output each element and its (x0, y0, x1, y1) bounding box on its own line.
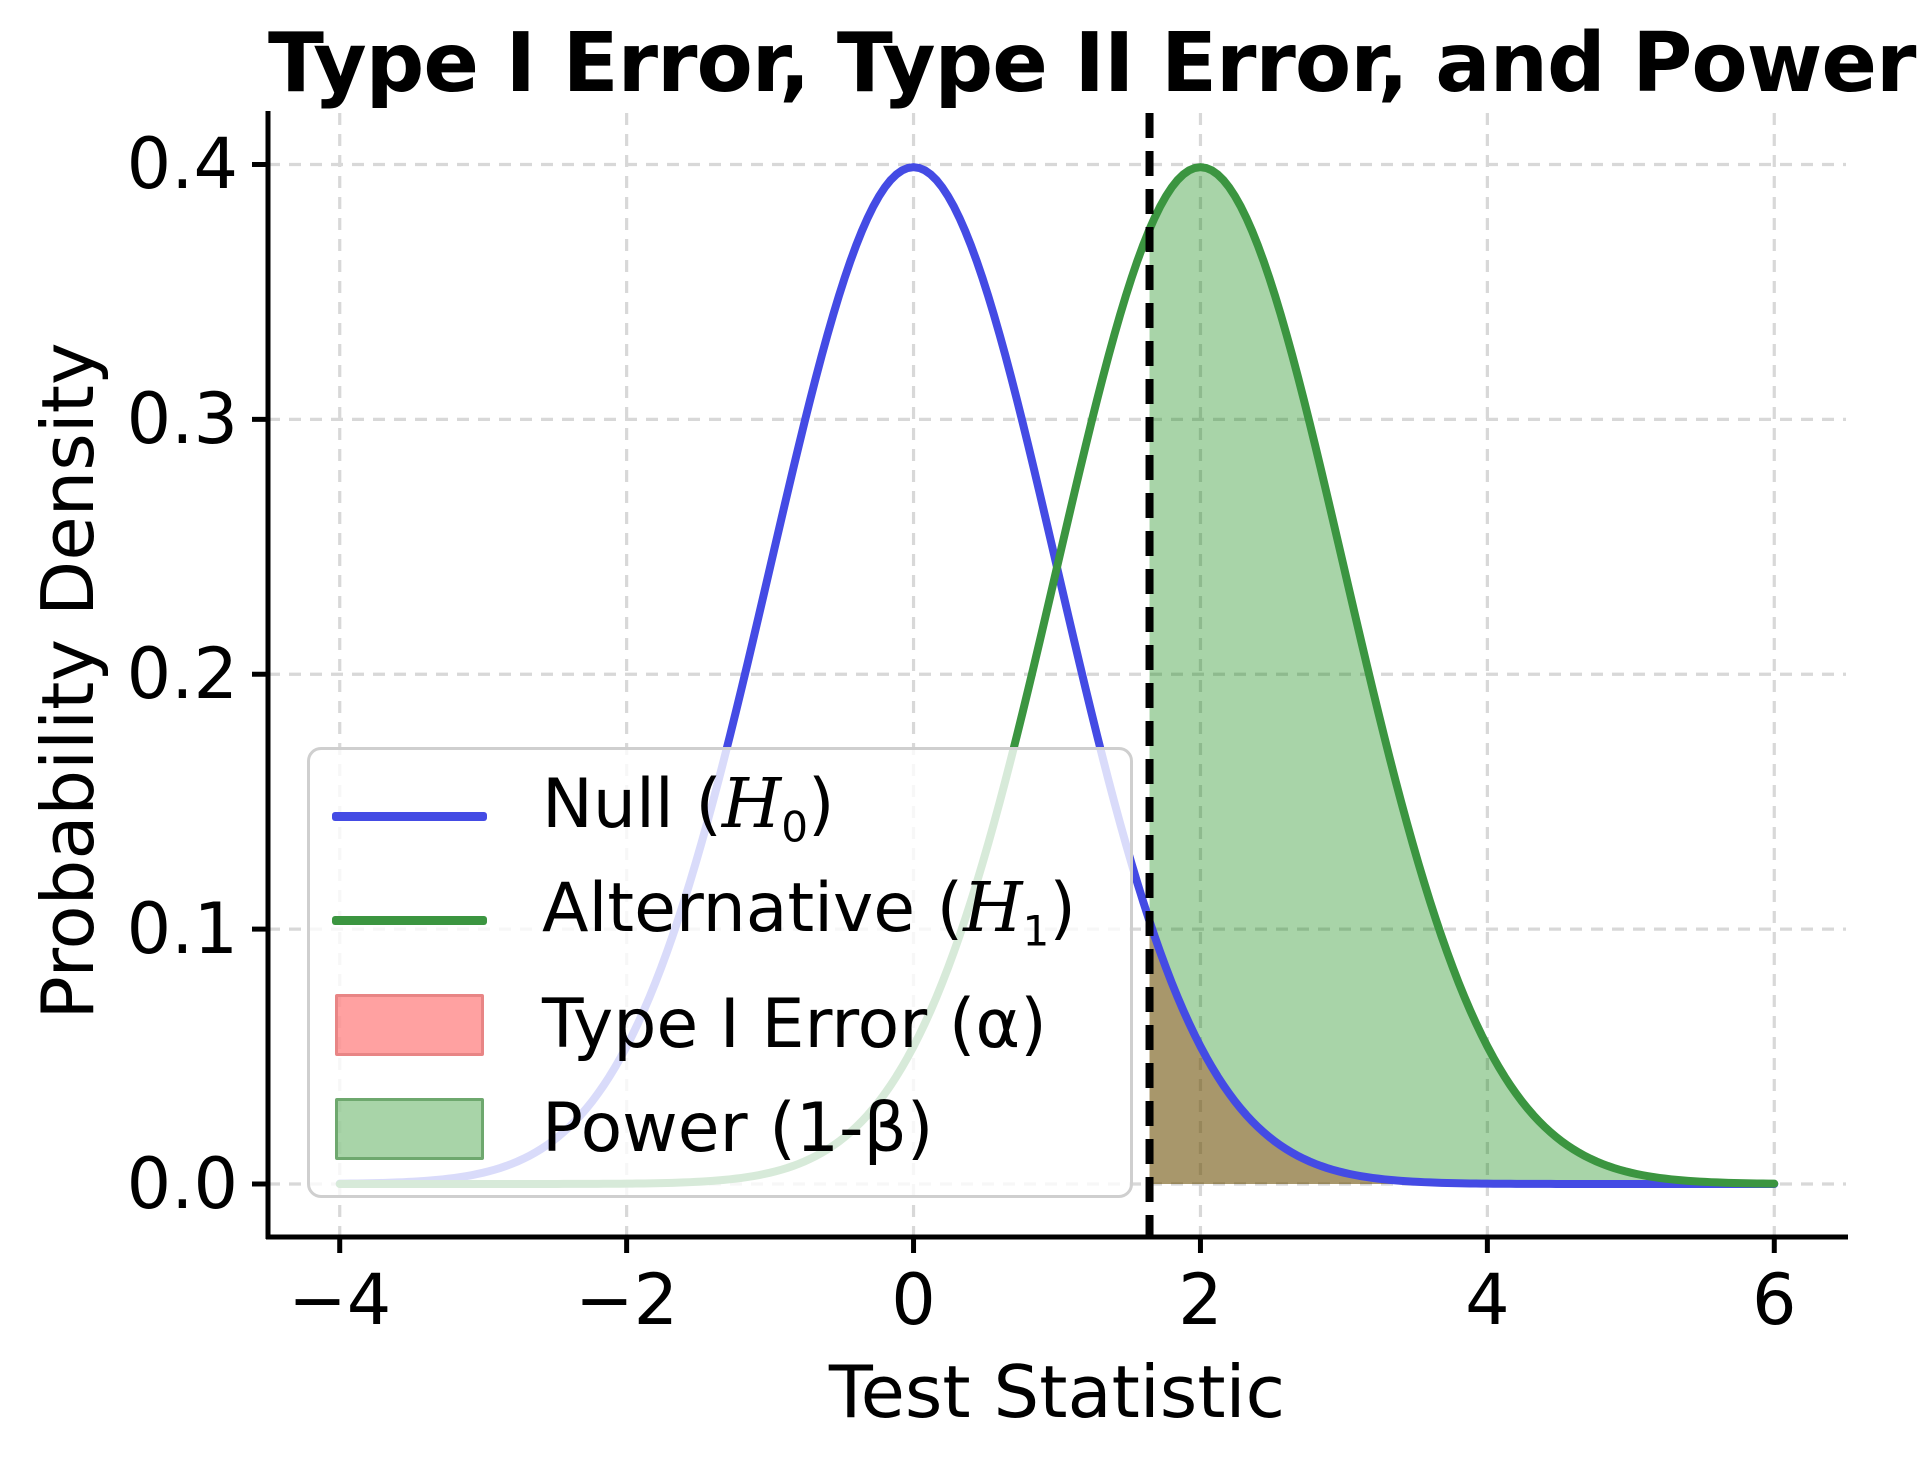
y-tick-label: 0.2 (126, 633, 238, 716)
y-tick-label: 0.1 (126, 888, 238, 971)
x-tick-label: 4 (1465, 1259, 1510, 1341)
x-tick-label: 0 (891, 1259, 936, 1341)
x-tick-label: 2 (1178, 1259, 1223, 1341)
legend-handle (332, 812, 487, 821)
type1-error-region (1149, 921, 1775, 1184)
legend-alternative-line (332, 916, 487, 925)
legend-handle (332, 916, 487, 925)
legend-item-label: Alternative (H1) (542, 869, 1076, 956)
legend-item: Alternative (H1) (332, 869, 1112, 973)
x-axis-label: Test Statistic (828, 1350, 1286, 1434)
chart-title: Type I Error, Type II Error, and Power (268, 16, 1916, 111)
x-tick-label: 6 (1751, 1259, 1797, 1341)
legend: Null (H0) Alternative (H1) Type I Error (α… (307, 747, 1133, 1198)
legend-null-line (332, 812, 487, 821)
y-tick-label: 0.4 (126, 123, 238, 206)
legend-item-label: Power (1-β) (542, 1088, 934, 1168)
y-axis-label: Probability Density (26, 342, 110, 1020)
legend-power-swatch (335, 1097, 484, 1160)
legend-item: Power (1-β) (332, 1077, 1112, 1181)
y-tick-label: 0.0 (126, 1142, 238, 1225)
legend-handle (332, 993, 487, 1056)
y-tick-label: 0.3 (126, 378, 238, 461)
legend-item-label: Null (H0) (542, 765, 835, 852)
x-tick-label: −4 (288, 1259, 392, 1341)
legend-item-label: Type I Error (α) (542, 984, 1047, 1064)
legend-handle (332, 1097, 487, 1160)
x-tick-label: −2 (575, 1259, 679, 1341)
legend-item: Null (H0) (332, 765, 1112, 869)
legend-type1-swatch (335, 993, 484, 1056)
legend-item: Type I Error (α) (332, 973, 1112, 1077)
